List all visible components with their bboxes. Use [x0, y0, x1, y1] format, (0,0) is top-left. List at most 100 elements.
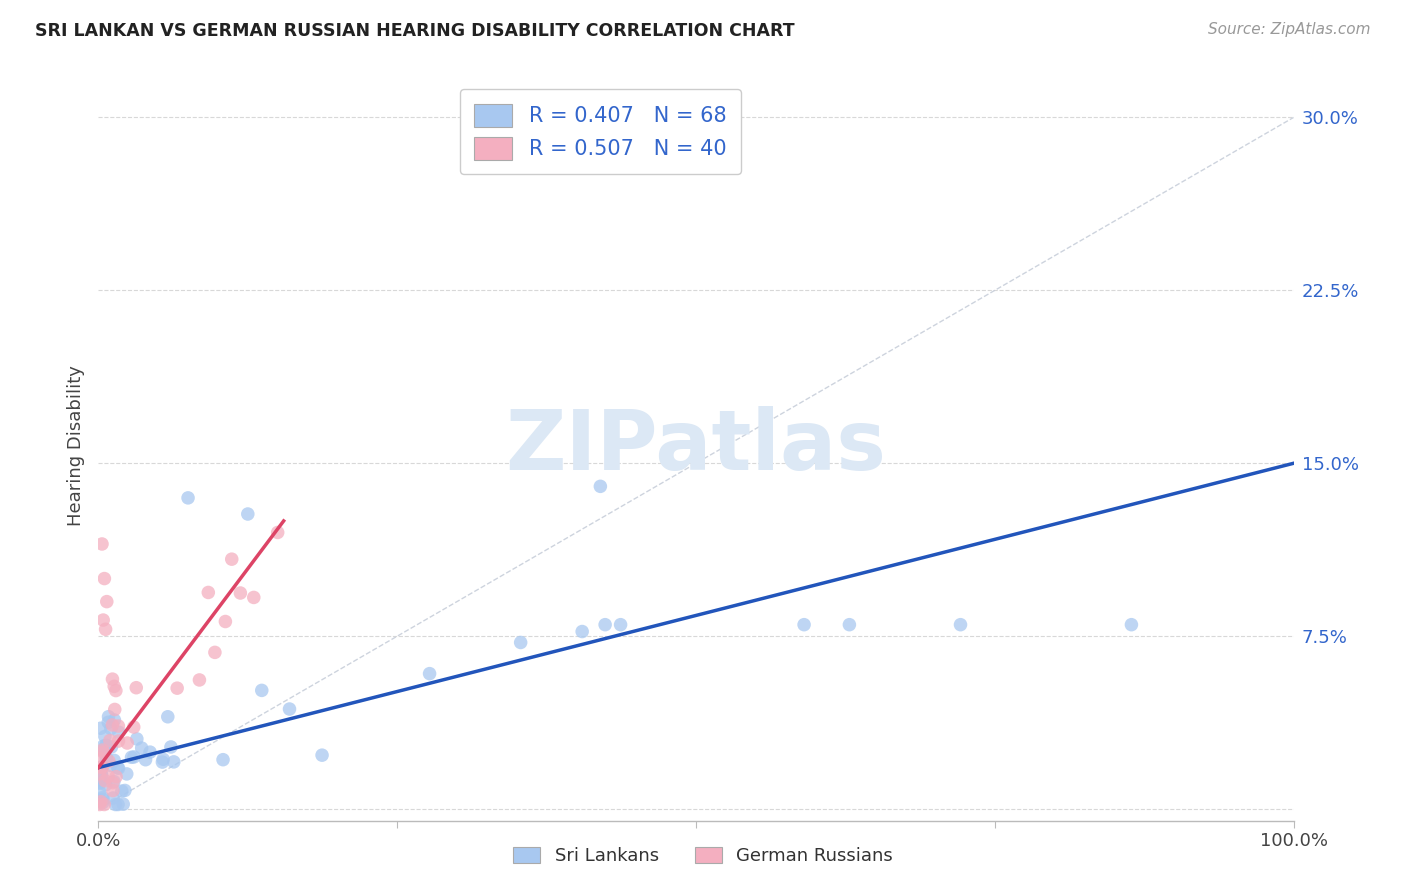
- Point: [114, 783, 136, 797]
- Point: [160, 739, 183, 754]
- Point: [593, 617, 616, 632]
- Point: [94, 739, 117, 753]
- Point: [90, 795, 112, 809]
- Point: [571, 624, 593, 639]
- Point: [103, 679, 125, 693]
- Point: [89, 776, 111, 790]
- Point: [97, 769, 120, 783]
- Point: [90, 768, 112, 782]
- Point: [166, 681, 188, 695]
- Point: [94, 778, 117, 792]
- Point: [89, 766, 111, 780]
- Point: [115, 736, 138, 750]
- Point: [221, 552, 243, 566]
- Point: [91, 739, 114, 753]
- Point: [949, 617, 972, 632]
- Point: [107, 761, 129, 775]
- Point: [104, 797, 127, 812]
- Point: [107, 761, 129, 775]
- Point: [131, 741, 153, 756]
- Point: [97, 715, 120, 730]
- Point: [125, 731, 148, 746]
- Point: [89, 775, 111, 789]
- Point: [150, 755, 173, 769]
- Point: [112, 797, 135, 812]
- Point: [96, 753, 118, 767]
- Point: [90, 760, 112, 774]
- Point: [103, 753, 125, 767]
- Point: [94, 730, 117, 744]
- Point: [91, 760, 114, 774]
- Point: [214, 615, 236, 629]
- Point: [100, 758, 122, 772]
- Point: [94, 773, 117, 788]
- Point: [105, 770, 128, 784]
- Point: [96, 750, 118, 764]
- Point: [91, 743, 114, 757]
- Point: [89, 765, 111, 780]
- Point: [177, 491, 200, 505]
- Point: [91, 790, 114, 805]
- Point: [101, 672, 124, 686]
- Point: [267, 525, 290, 540]
- Point: [89, 765, 111, 780]
- Point: [91, 761, 114, 775]
- Point: [94, 622, 117, 636]
- Point: [103, 713, 125, 727]
- Point: [229, 586, 252, 600]
- Point: [188, 673, 211, 687]
- Point: [609, 617, 631, 632]
- Point: [419, 666, 441, 681]
- Legend: R = 0.407   N = 68, R = 0.507   N = 40: R = 0.407 N = 68, R = 0.507 N = 40: [460, 89, 741, 174]
- Point: [97, 754, 120, 768]
- Point: [197, 585, 219, 599]
- Point: [135, 753, 157, 767]
- Point: [93, 745, 115, 759]
- Text: Source: ZipAtlas.com: Source: ZipAtlas.com: [1208, 22, 1371, 37]
- Point: [1121, 617, 1143, 632]
- Point: [212, 753, 235, 767]
- Point: [589, 479, 612, 493]
- Point: [139, 745, 162, 759]
- Point: [122, 720, 145, 734]
- Point: [278, 702, 301, 716]
- Point: [97, 709, 120, 723]
- Point: [152, 752, 174, 766]
- Point: [122, 750, 145, 764]
- Point: [91, 537, 114, 551]
- Point: [91, 613, 114, 627]
- Point: [90, 766, 112, 780]
- Point: [104, 683, 127, 698]
- Text: ZIPatlas: ZIPatlas: [506, 406, 886, 486]
- Point: [107, 797, 129, 812]
- Point: [100, 722, 122, 736]
- Point: [89, 785, 111, 799]
- Point: [163, 755, 186, 769]
- Point: [243, 591, 266, 605]
- Point: [89, 797, 111, 812]
- Point: [96, 594, 118, 608]
- Point: [101, 783, 124, 797]
- Point: [107, 725, 129, 739]
- Point: [111, 784, 134, 798]
- Point: [107, 734, 129, 748]
- Point: [93, 572, 115, 586]
- Point: [101, 791, 124, 805]
- Point: [93, 797, 115, 812]
- Y-axis label: Hearing Disability: Hearing Disability: [66, 366, 84, 526]
- Point: [107, 719, 129, 733]
- Point: [250, 683, 273, 698]
- Point: [91, 796, 114, 810]
- Point: [101, 775, 124, 789]
- Point: [93, 744, 115, 758]
- Point: [90, 721, 112, 735]
- Point: [125, 681, 148, 695]
- Text: SRI LANKAN VS GERMAN RUSSIAN HEARING DISABILITY CORRELATION CHART: SRI LANKAN VS GERMAN RUSSIAN HEARING DIS…: [35, 22, 794, 40]
- Point: [104, 702, 127, 716]
- Point: [96, 739, 118, 753]
- Legend: Sri Lankans, German Russians: Sri Lankans, German Russians: [503, 838, 903, 874]
- Point: [156, 710, 179, 724]
- Point: [311, 748, 333, 763]
- Point: [89, 751, 111, 765]
- Point: [509, 635, 531, 649]
